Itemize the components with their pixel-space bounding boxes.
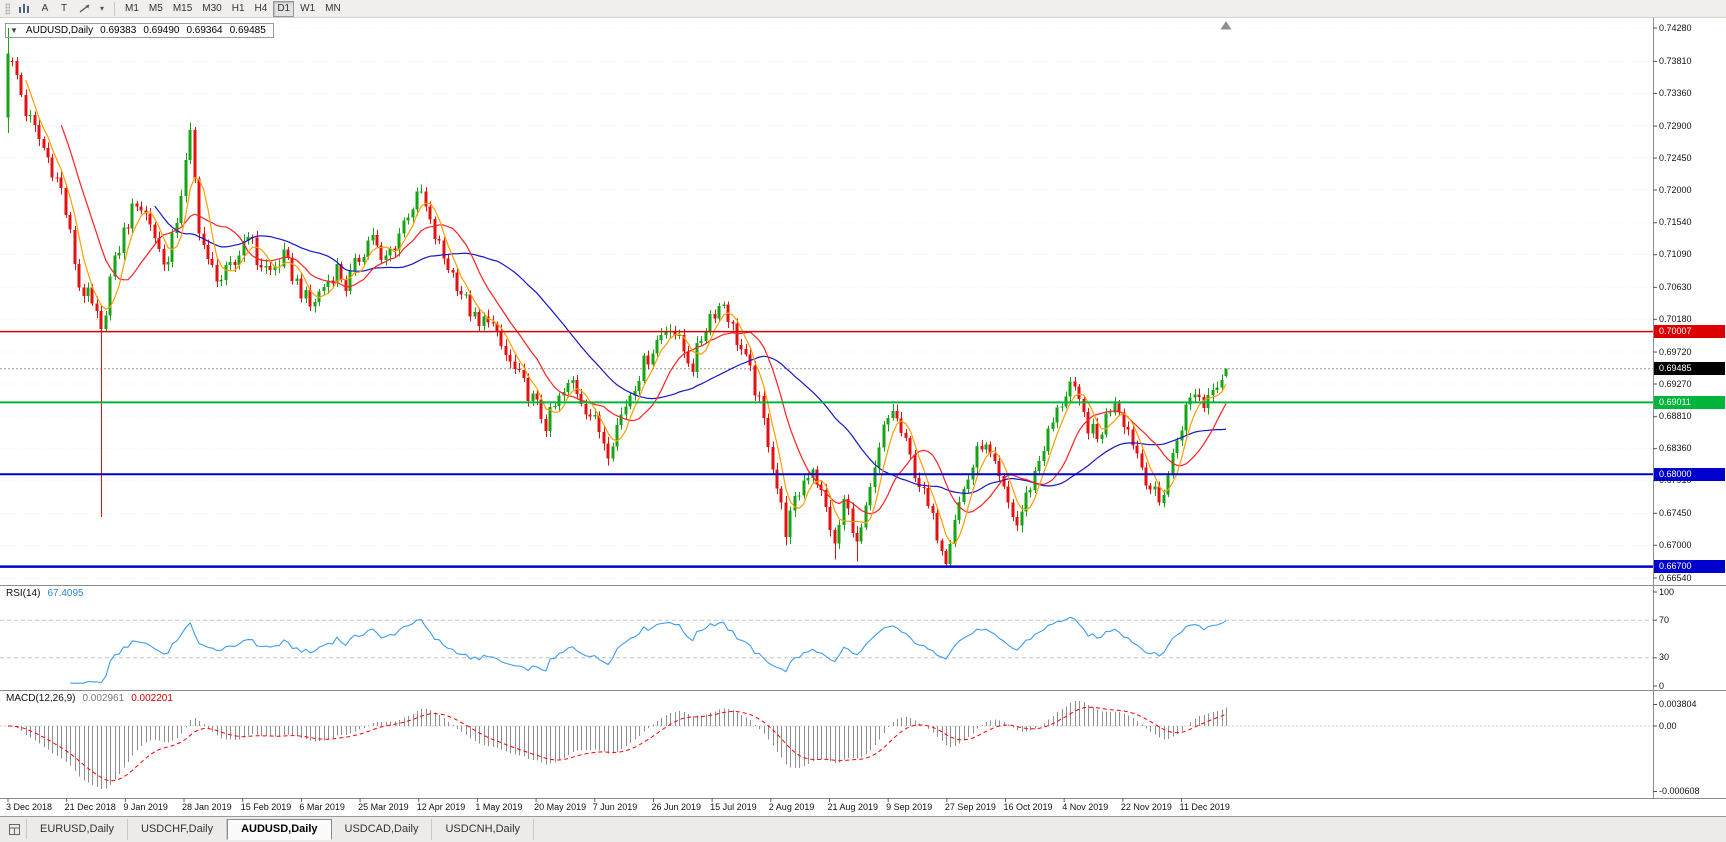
price-axis-label: 0.67000 [1659, 539, 1692, 550]
date-axis-label: 11 Dec 2019 [1179, 802, 1230, 812]
date-axis-label: 28 Jan 2019 [182, 802, 232, 812]
date-axis-label: 25 Mar 2019 [358, 802, 409, 812]
timeframe-button-m5[interactable]: M5 [145, 1, 167, 17]
timeframe-button-m30[interactable]: M30 [198, 1, 225, 17]
price-axis-label: 0.71090 [1659, 249, 1692, 260]
bar-chart-glyph [19, 4, 29, 13]
price-axis-label: 0.67450 [1659, 507, 1692, 518]
window-list-icon[interactable] [3, 819, 27, 839]
macd-title: MACD(12,26,9) 0.002961 0.002201 [6, 693, 173, 704]
timeframe-button-w1[interactable]: W1 [296, 1, 319, 17]
timeframe-button-h4[interactable]: H4 [251, 1, 272, 17]
date-axis-label: 3 Dec 2018 [6, 802, 53, 812]
rsi-axis-label: 100 [1659, 586, 1675, 597]
date-axis-label: 2 Aug 2019 [768, 802, 815, 812]
timeframe-button-m1[interactable]: M1 [121, 1, 143, 17]
date-axis-label: 4 Nov 2019 [1062, 802, 1109, 812]
rsi-title: RSI(14) 67.4095 [6, 588, 84, 599]
date-axis-label: 6 Mar 2019 [299, 802, 345, 812]
date-axis-label: 12 Apr 2019 [416, 802, 466, 812]
date-axis-label: 26 Jun 2019 [651, 802, 701, 812]
rsi-axis-label: 30 [1659, 652, 1670, 663]
price-badge-069485: 0.69485 [1654, 362, 1725, 376]
chart-tab-audusd-daily[interactable]: AUDUSD,Daily [227, 819, 332, 840]
price-badge-068000: 0.68000 [1654, 467, 1725, 481]
timeframe-button-d1[interactable]: D1 [273, 0, 295, 17]
text-label-tool-button[interactable]: T [55, 1, 73, 17]
price-axis-label: 0.68360 [1659, 443, 1692, 454]
text-tool-button[interactable]: A [36, 1, 54, 17]
chart-tab-usdchf-daily[interactable]: USDCHF,Daily [128, 819, 228, 840]
window-grid-glyph [9, 823, 20, 835]
price-axis-label: 0.66540 [1659, 572, 1692, 583]
macd-axis-label: -0.000608 [1659, 786, 1700, 796]
macd-label: MACD(12,26,9) [6, 693, 76, 704]
chart-window: ▼ AUDUSD,Daily 0.69383 0.69490 0.69364 0… [0, 18, 1726, 816]
date-axis-label: 22 Nov 2019 [1120, 802, 1172, 812]
one-click-trading-toggle[interactable]: ▼ [10, 26, 18, 35]
top-toolbar: A T ▾ M1 M5 M15 M30 H1 H4 D1 W1 MN [0, 0, 1726, 18]
macd-main-value: 0.002961 [82, 693, 125, 704]
date-axis-label: 21 Aug 2019 [827, 802, 879, 812]
price-axis-label: 0.69270 [1659, 378, 1692, 389]
chart-symbol-label: AUDUSD,Daily [25, 25, 94, 36]
price-axis-label: 0.69720 [1659, 346, 1692, 357]
chart-tab-usdcad-daily[interactable]: USDCAD,Daily [332, 819, 433, 840]
chart-tab-bar: EURUSD,Daily USDCHF,Daily AUDUSD,Daily USDC… [0, 816, 1726, 842]
rsi-label: RSI(14) [6, 588, 41, 599]
chart-tab-usdcnh-daily[interactable]: USDCNH,Daily [432, 819, 535, 840]
ohlc-low: 0.69364 [186, 25, 223, 36]
timeframe-button-m15[interactable]: M15 [169, 1, 196, 17]
date-axis-label: 16 Oct 2019 [1003, 802, 1053, 812]
price-axis-label: 0.72000 [1659, 184, 1692, 195]
price-axis-label: 0.74280 [1659, 22, 1692, 33]
toolbar-separator [114, 1, 116, 16]
date-axis-label: 7 Jun 2019 [592, 802, 638, 812]
price-axis-label: 0.72450 [1659, 152, 1692, 163]
toolbar-grip[interactable] [5, 2, 10, 15]
date-axis-label: 21 Dec 2018 [64, 802, 116, 812]
rsi-axis-label: 0 [1659, 680, 1665, 691]
date-axis-label: 1 May 2019 [475, 802, 523, 812]
timeframe-toolbar: M1 M5 M15 M30 H1 H4 D1 W1 MN [121, 0, 345, 17]
diagonal-arrow-glyph [79, 4, 90, 13]
date-axis-label: 20 May 2019 [534, 802, 587, 812]
price-axis-label: 0.70180 [1659, 313, 1692, 324]
price-axis-label: 0.73360 [1659, 87, 1692, 98]
rsi-axis-label: 70 [1659, 614, 1670, 625]
date-axis-label: 9 Jan 2019 [123, 802, 168, 812]
date-axis-label: 15 Jul 2019 [710, 802, 757, 812]
price-axis-label: 0.73810 [1659, 55, 1692, 66]
macd-axis-label: 0.00 [1659, 720, 1677, 731]
price-badge-069011: 0.69011 [1654, 395, 1725, 409]
price-axis-label: 0.68810 [1659, 411, 1692, 422]
ohlc-high: 0.69490 [143, 25, 180, 36]
date-axis-label: 15 Feb 2019 [240, 802, 292, 812]
chart-canvas[interactable] [0, 18, 1726, 816]
chart-tab-eurusd-daily[interactable]: EURUSD,Daily [27, 819, 128, 840]
timeframe-button-h1[interactable]: H1 [228, 1, 249, 17]
chart-title-box: ▼ AUDUSD,Daily 0.69383 0.69490 0.69364 0… [5, 23, 274, 38]
ohlc-close: 0.69485 [229, 25, 266, 36]
macd-axis-label: 0.003804 [1659, 699, 1697, 709]
macd-signal-value: 0.002201 [131, 693, 173, 704]
price-axis-label: 0.72900 [1659, 120, 1692, 131]
ohlc-open: 0.69383 [100, 25, 137, 36]
price-axis-label: 0.71540 [1659, 217, 1692, 228]
chart-tabs: EURUSD,Daily USDCHF,Daily AUDUSD,Daily USDC… [27, 819, 535, 840]
price-badge-066700: 0.66700 [1654, 560, 1725, 574]
toolbar-overflow-caret[interactable]: ▾ [96, 1, 108, 17]
timeframe-button-mn[interactable]: MN [321, 1, 345, 17]
arrows-tool-icon[interactable] [74, 1, 95, 17]
price-badge-070007: 0.70007 [1654, 325, 1725, 339]
price-axis-label: 0.70630 [1659, 281, 1692, 292]
date-axis-label: 27 Sep 2019 [944, 802, 996, 812]
rsi-value: 67.4095 [47, 588, 84, 599]
date-axis-label: 9 Sep 2019 [886, 802, 933, 812]
bar-chart-icon[interactable] [14, 1, 35, 17]
